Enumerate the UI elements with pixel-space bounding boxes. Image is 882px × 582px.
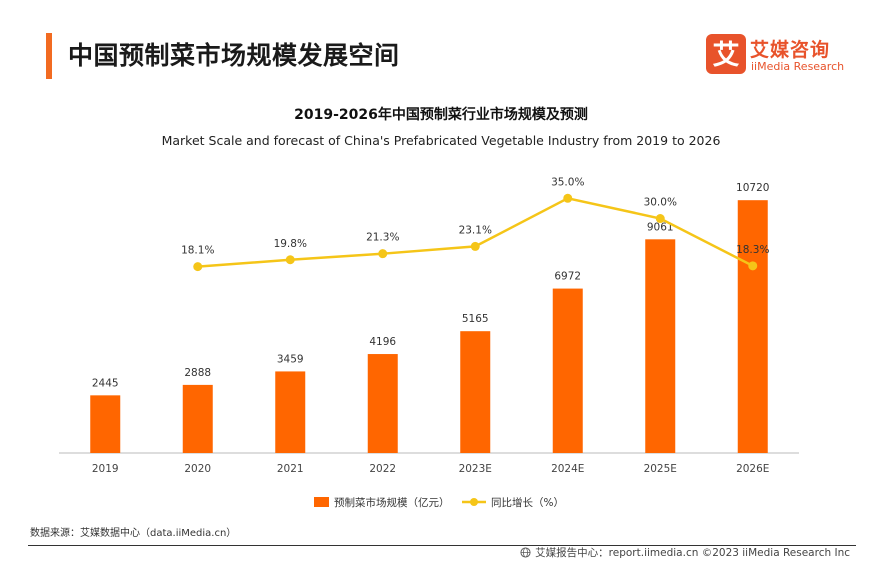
growth-rate-label: 18.1% xyxy=(181,245,214,257)
logo-name-en: iiMedia Research xyxy=(751,60,845,73)
x-tick-label: 2024E xyxy=(551,463,584,475)
footer-divider xyxy=(28,545,856,546)
legend-bar-swatch xyxy=(314,497,329,507)
growth-rate-label: 23.1% xyxy=(459,224,492,236)
footer: 艾媒报告中心：report.iimedia.cn ©2023 iiMedia R… xyxy=(520,545,850,560)
bar-value-label: 2888 xyxy=(184,367,211,379)
growth-rate-label: 21.3% xyxy=(366,232,399,244)
growth-rate-point xyxy=(748,261,758,271)
x-tick-label: 2022 xyxy=(369,463,396,475)
x-tick-label: 2019 xyxy=(92,463,119,475)
growth-rate-label: 18.3% xyxy=(736,244,769,256)
iimedia-logo-mark-icon: 艾 xyxy=(706,34,746,74)
bar-value-label: 3459 xyxy=(277,353,304,365)
growth-rate-point xyxy=(378,249,388,259)
bar-value-label: 9061 xyxy=(647,221,674,233)
bar-2020 xyxy=(182,384,213,453)
footer-text: 艾媒报告中心：report.iimedia.cn ©2023 iiMedia R… xyxy=(535,547,850,559)
iimedia-logo: 艾 艾媒咨询 iiMedia Research xyxy=(706,34,856,80)
growth-rate-point xyxy=(285,255,295,265)
growth-rate-label: 35.0% xyxy=(551,176,584,188)
legend-line-label: 同比增长（%） xyxy=(491,496,564,509)
growth-rate-point xyxy=(563,193,573,203)
legend-bar-label: 预制菜市场规模（亿元） xyxy=(334,496,450,509)
chart-subtitle: Market Scale and forecast of China's Pre… xyxy=(161,133,721,148)
x-tick-label: 2023E xyxy=(459,463,492,475)
bar-2021 xyxy=(275,371,306,453)
growth-rate-point xyxy=(470,241,480,251)
bar-2025E xyxy=(645,239,676,453)
x-tick-label: 2026E xyxy=(736,463,769,475)
bar-2019 xyxy=(90,395,121,453)
growth-rate-label: 19.8% xyxy=(274,238,307,250)
page-title: 中国预制菜市场规模发展空间 xyxy=(68,41,400,70)
bar-2026E xyxy=(737,200,768,453)
legend-line-marker xyxy=(470,498,478,506)
x-tick-label: 2020 xyxy=(184,463,211,475)
bar-value-label: 4196 xyxy=(369,336,396,348)
bar-2023E xyxy=(460,331,491,453)
bar-value-label: 6972 xyxy=(554,271,581,283)
bar-value-label: 5165 xyxy=(462,313,489,325)
logo-name-cn: 艾媒咨询 xyxy=(750,39,831,61)
bar-2022 xyxy=(367,354,398,453)
bar-value-label: 2445 xyxy=(92,377,119,389)
chart-title: 2019-2026年中国预制菜行业市场规模及预测 xyxy=(294,107,588,123)
growth-rate-point xyxy=(193,262,203,272)
growth-rate-label: 30.0% xyxy=(644,197,677,209)
x-tick-label: 2025E xyxy=(644,463,677,475)
growth-rate-point xyxy=(655,214,665,224)
logo-mark-glyph: 艾 xyxy=(713,40,740,71)
title-accent-bar xyxy=(46,33,52,79)
bar-2024E xyxy=(552,288,583,453)
bar-value-label: 10720 xyxy=(736,182,769,194)
globe-icon xyxy=(520,547,531,558)
x-tick-label: 2021 xyxy=(277,463,304,475)
data-source: 数据来源：艾媒数据中心（data.iiMedia.cn） xyxy=(30,528,237,539)
